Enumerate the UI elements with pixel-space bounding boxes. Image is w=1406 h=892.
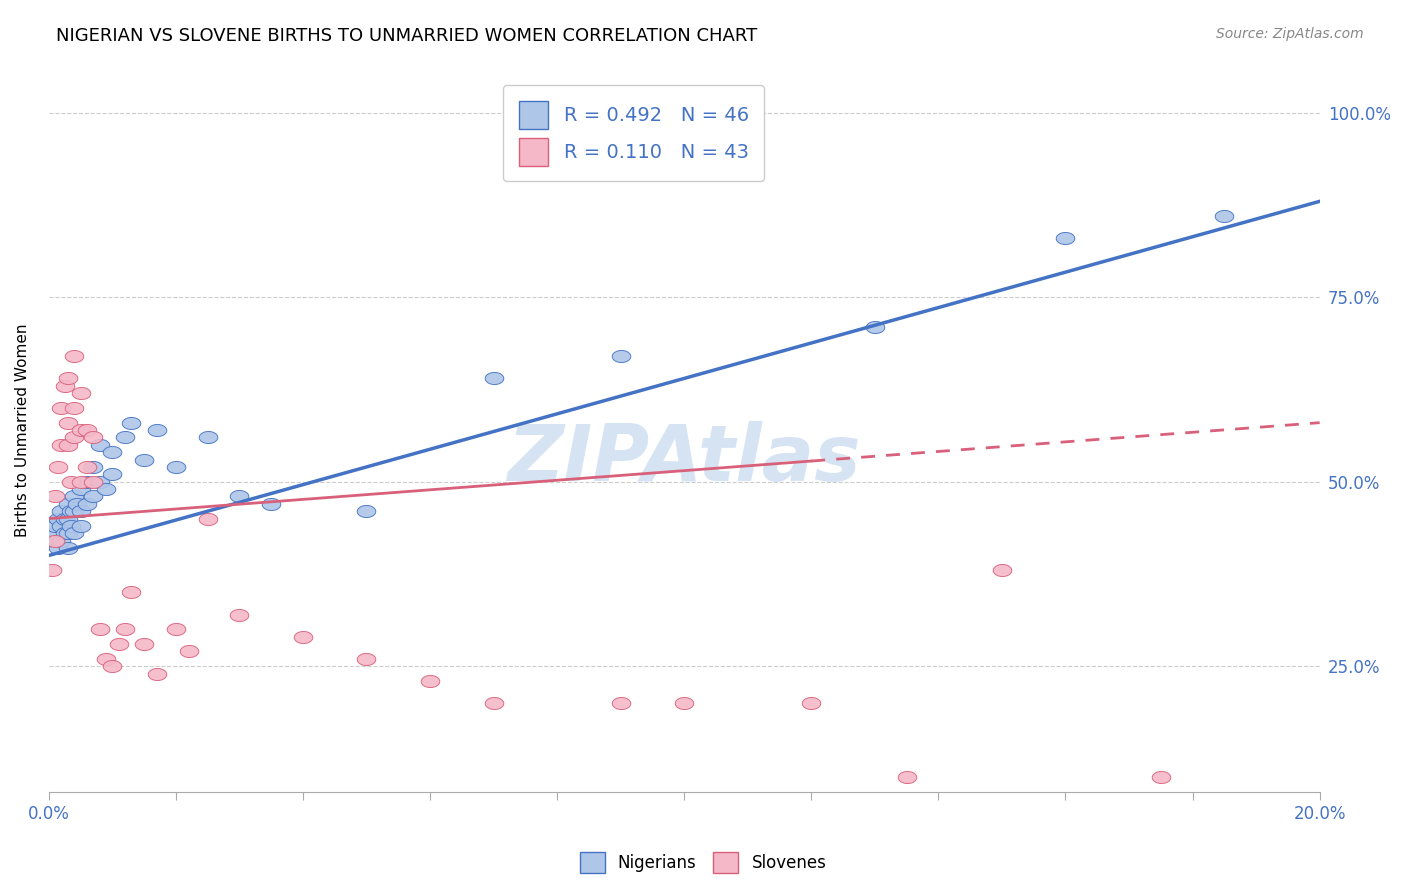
Point (101, 467, 124, 482)
Point (82, 430, 104, 444)
Point (59, 519, 82, 533)
Point (46, 459, 69, 474)
Point (419, 673, 441, 688)
Legend: Nigerians, Slovenes: Nigerians, Slovenes (572, 846, 834, 880)
Point (82, 490, 104, 504)
Point (82, 475, 104, 489)
Point (56, 371, 79, 385)
Point (56, 497, 79, 511)
Point (228, 490, 250, 504)
Point (146, 423, 169, 437)
Point (482, 696, 505, 710)
Point (51, 401, 73, 415)
Y-axis label: Births to Unmarried Women: Births to Unmarried Women (15, 323, 30, 537)
Point (46, 511, 69, 525)
Point (53, 526, 76, 541)
Point (63, 349, 86, 363)
Point (673, 696, 696, 710)
Point (197, 511, 219, 525)
Point (56, 526, 79, 541)
Point (44, 526, 66, 541)
Point (291, 630, 314, 644)
Point (53, 378, 76, 392)
Text: NIGERIAN VS SLOVENE BIRTHS TO UNMARRIED WOMEN CORRELATION CHART: NIGERIAN VS SLOVENE BIRTHS TO UNMARRIED … (56, 27, 758, 45)
Point (1150, 770, 1173, 784)
Point (63, 526, 86, 541)
Point (89, 622, 111, 636)
Point (165, 459, 187, 474)
Point (59, 504, 82, 518)
Point (51, 533, 73, 548)
Point (69, 386, 91, 401)
Point (66, 497, 89, 511)
Point (44, 533, 66, 548)
Point (863, 319, 886, 334)
Point (76, 423, 98, 437)
Point (609, 696, 631, 710)
Point (69, 482, 91, 496)
Point (177, 644, 200, 658)
Point (44, 490, 66, 504)
Point (44, 519, 66, 533)
Point (101, 659, 124, 673)
Point (41, 533, 63, 548)
Point (228, 607, 250, 622)
Point (76, 497, 98, 511)
Point (41, 563, 63, 577)
Point (356, 652, 378, 666)
Text: ZIPAtlas: ZIPAtlas (508, 421, 860, 497)
Point (51, 504, 73, 518)
Point (63, 430, 86, 444)
Point (165, 622, 187, 636)
Point (56, 438, 79, 452)
Point (94, 482, 117, 496)
Point (69, 519, 91, 533)
Point (120, 416, 142, 430)
Point (114, 622, 136, 636)
Point (69, 423, 91, 437)
Point (69, 504, 91, 518)
Point (63, 504, 86, 518)
Point (69, 475, 91, 489)
Point (51, 519, 73, 533)
Text: Source: ZipAtlas.com: Source: ZipAtlas.com (1216, 27, 1364, 41)
Point (991, 563, 1014, 577)
Point (82, 459, 104, 474)
Point (56, 511, 79, 525)
Point (609, 349, 631, 363)
Point (120, 585, 142, 599)
Point (53, 511, 76, 525)
Point (1213, 209, 1236, 223)
Point (132, 637, 155, 651)
Point (63, 490, 86, 504)
Point (896, 770, 918, 784)
Point (114, 430, 136, 444)
Point (800, 696, 823, 710)
Point (94, 652, 117, 666)
Point (51, 438, 73, 452)
Point (46, 541, 69, 555)
Point (146, 666, 169, 681)
Point (107, 637, 129, 651)
Point (1054, 231, 1077, 245)
Point (56, 416, 79, 430)
Point (356, 504, 378, 518)
Point (76, 459, 98, 474)
Point (56, 541, 79, 555)
Point (132, 452, 155, 467)
Point (59, 475, 82, 489)
Point (76, 475, 98, 489)
Point (260, 497, 283, 511)
Point (89, 438, 111, 452)
Point (101, 445, 124, 459)
Point (89, 475, 111, 489)
Point (197, 430, 219, 444)
Point (63, 401, 86, 415)
Point (482, 371, 505, 385)
Legend: R = 0.492   N = 46, R = 0.110   N = 43: R = 0.492 N = 46, R = 0.110 N = 43 (503, 86, 765, 181)
